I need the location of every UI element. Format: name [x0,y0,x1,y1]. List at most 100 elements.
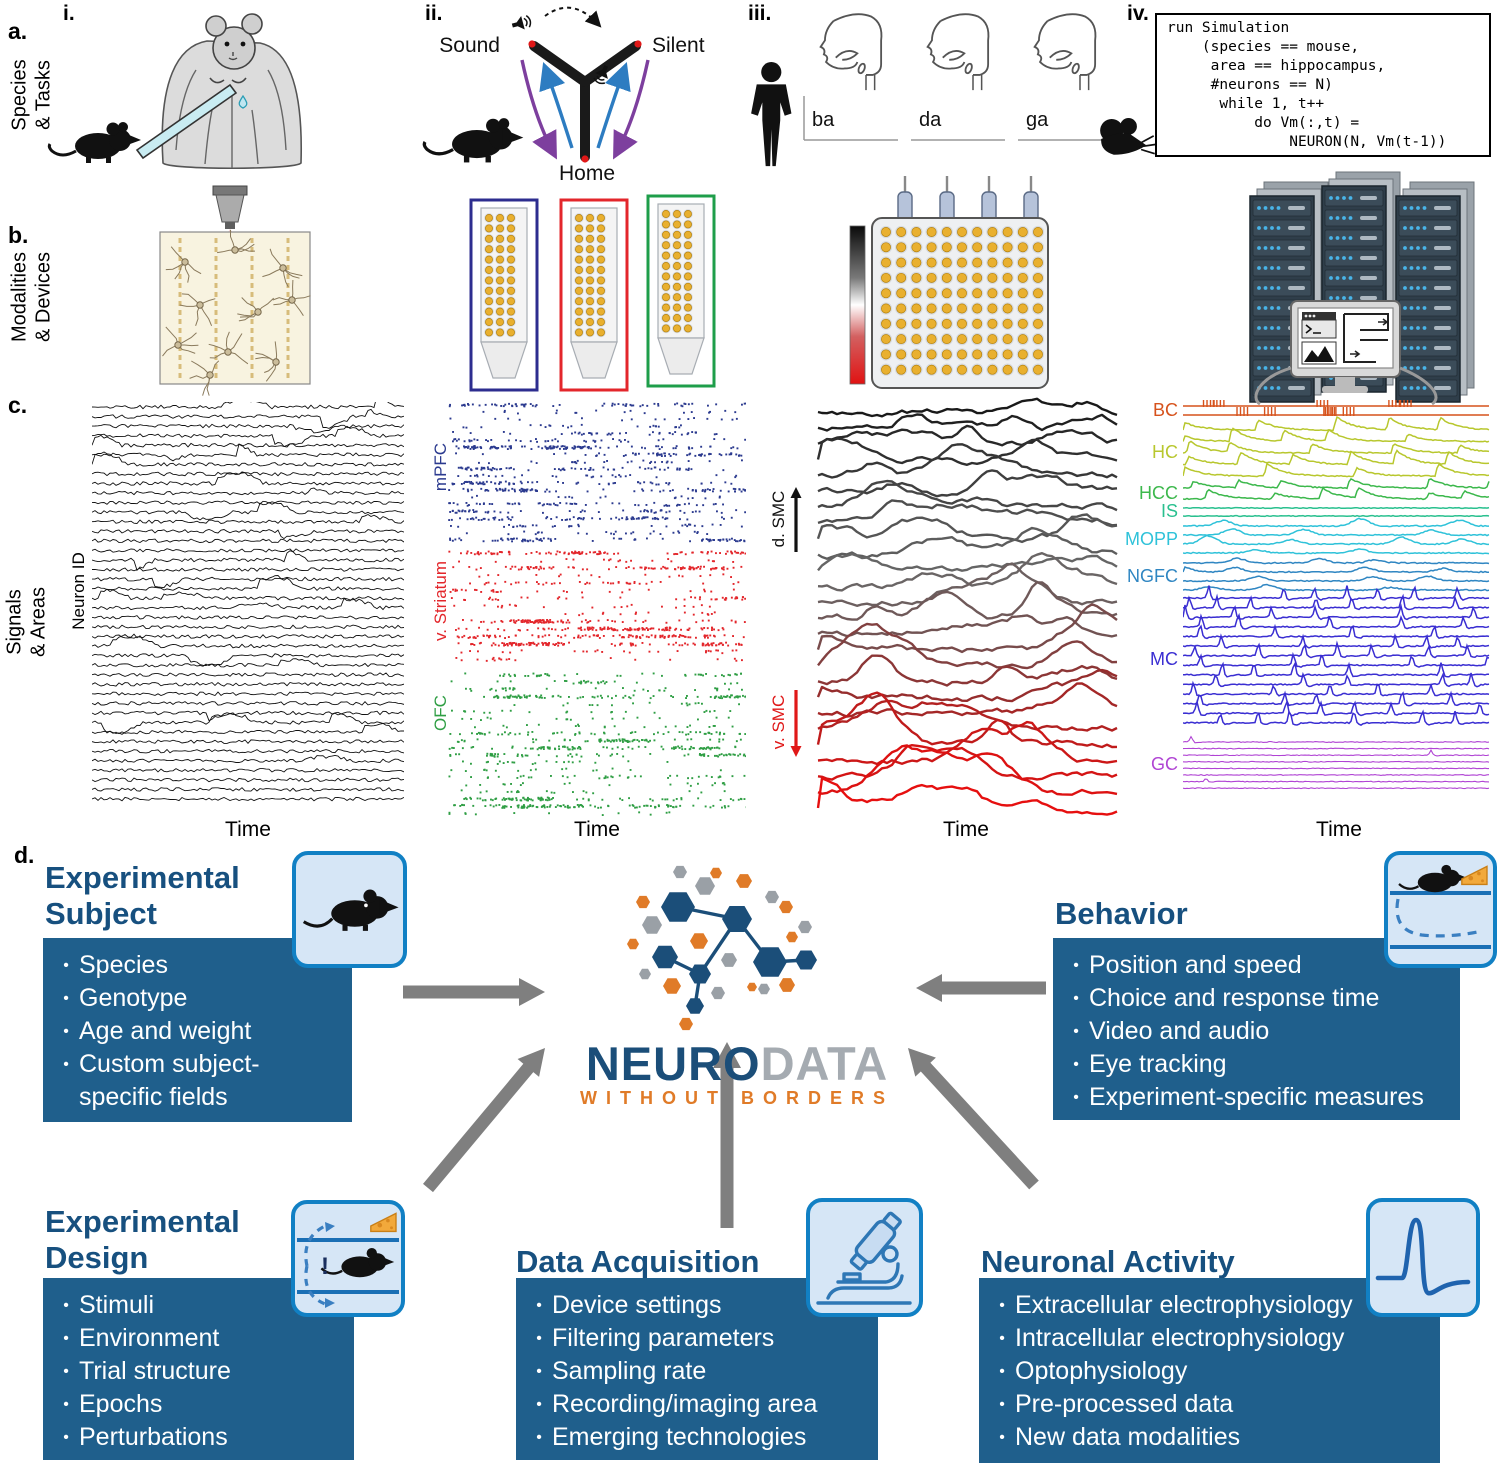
raster-striatum-label: v. Striatum [431,561,450,641]
col-i-label: i. [63,2,75,25]
return-arrow-left [520,59,557,160]
acquisition-title: Data Acquisition [516,1244,760,1279]
bullet-item: • Custom subject-specific fields [63,1050,260,1111]
microscope-icon [816,1211,912,1305]
subject-icon-tile [292,851,407,968]
celltype-label: IS [1160,501,1178,521]
time-axis-label: Time [1316,818,1362,841]
bullet-item: • Device settings [536,1291,722,1319]
cheese-icon [1461,865,1488,886]
flow-arrow [403,978,545,1006]
design-icon-tile: ! [291,1200,405,1317]
cheese-icon [370,1212,397,1233]
lick-spout [135,83,238,160]
nwb-tagline: WITHOUT BORDERS [580,1088,894,1108]
task-speech-illustration: ba da ga [751,13,1112,167]
bullet-item: • Pre-processed data [999,1390,1234,1418]
syllable-ba-label: ba [812,109,835,131]
raster-plot [448,402,746,816]
flow-arrow [908,1048,1039,1190]
panel-a-label: a. [8,18,28,44]
flow-arrow [423,1048,545,1193]
logo-data-text: DATA [760,1037,889,1090]
time-axis-label: Time [225,818,271,841]
celltype-label: HCC [1139,482,1178,503]
bullet-item: • Trial structure [63,1357,231,1385]
activity-box: • Extracellular electrophysiology • Intrace… [979,1278,1440,1463]
human-silhouette-icon [751,62,792,167]
dorsal-smc-label: d. SMC [769,490,788,548]
neuron-id-axis-label: Neuron ID [69,552,88,630]
raster-ofc-label: OFC [431,695,450,731]
panel-b-label: b. [8,222,29,248]
celltype-traces-plot [1183,400,1490,790]
maze-sound-label: Sound [439,34,500,57]
behavior-title: Behavior [1055,896,1188,931]
mouse-icon [302,889,399,931]
time-axis-label: Time [943,818,989,841]
raster-mpfc-label: mPFC [431,442,450,492]
terminal-icon [1301,319,1337,339]
panel-c-label: c. [8,392,28,418]
nwb-logo-icon [627,865,817,1031]
speaker-motion-arrow [544,6,602,28]
imaging-illustration [159,185,311,396]
simulation-code: run Simulation (species == mouse, area =… [1167,20,1447,150]
celltype-label: MOPP [1124,528,1178,549]
bullet-item: • Sampling rate [536,1357,707,1385]
bullet-item: • Epochs [63,1390,163,1418]
celltype-label: HC [1152,442,1178,462]
ventral-smc-label: v. SMC [769,694,788,750]
col-iii-label: iii. [748,2,772,25]
logo-neuro-text: NEURO [585,1037,761,1090]
widefield-traces-plot [816,397,1118,816]
syllable-ga-label: ga [1026,109,1049,131]
bullet-item: • Video and audio [1073,1017,1270,1045]
flow-arrow [713,1042,741,1228]
flow-arrow [916,974,1046,1002]
celltype-label: BC [1152,399,1178,420]
panel-d-label: d. [14,842,35,868]
monitor-illustration [1254,300,1438,406]
bullet-item: • Recording/imaging area [536,1390,818,1418]
bullet-item: • Experiment-specific measures [1073,1083,1424,1111]
illustrations-layer: Sound Silent Home ba da ga [47,6,1475,757]
celltype-label: MC [1150,649,1178,670]
subject-box: • Species • Genotype • Age and weight • Custom … [43,938,352,1122]
bullet-item: • Stimuli [63,1291,155,1319]
bullet-item: • Optophysiology [999,1357,1188,1385]
acquisition-box: • Device settings • Filtering parameters • Sa… [516,1278,878,1460]
design-title: Experimental Design [45,1204,240,1275]
celltype-labels: BC HC HCC IS MOPP NGFC MC GC [1104,0,1180,840]
bullet-item: • Age and weight [63,1017,252,1045]
maze-home-label: Home [559,162,615,185]
syllable-da-label: da [919,109,942,131]
vocal-tract-icon [1033,13,1097,91]
activity-title: Neuronal Activity [981,1244,1235,1279]
spectrograms [803,95,1112,141]
action-potential-icon [1375,1217,1471,1296]
task-headfixed-illustration [47,13,303,170]
activity-icon-tile [1366,1198,1480,1317]
subject-title: Experimental Subject [45,860,240,931]
nwb-arrows-layer [403,974,1046,1228]
design-box: • Stimuli • Environment • Trial structure • Epo… [43,1278,354,1460]
electrode-array-illustration [849,176,1049,389]
bullet-item: • Eye tracking [1073,1050,1227,1078]
neurons-drawing [162,229,311,396]
water-droplet-icon [238,94,248,109]
celltype-label: GC [1151,754,1178,775]
widefield-axis-arrows [790,487,802,757]
maze-silent-label: Silent [652,34,705,57]
approach-arrow-left [539,61,574,149]
mouse-track-icon [1390,864,1491,949]
silicon-probes-illustration [469,194,716,392]
behavior-icon-tile [1384,851,1497,968]
vocal-tract-icon [926,13,990,91]
speaker-icon [509,13,533,34]
return-arrow-right [613,59,650,160]
bullet-item: • Emerging technologies [536,1423,807,1451]
bullet-item: • Environment [63,1324,220,1352]
mouse-silhouette-icon [47,120,143,165]
rat-silhouette-icon [422,116,525,165]
